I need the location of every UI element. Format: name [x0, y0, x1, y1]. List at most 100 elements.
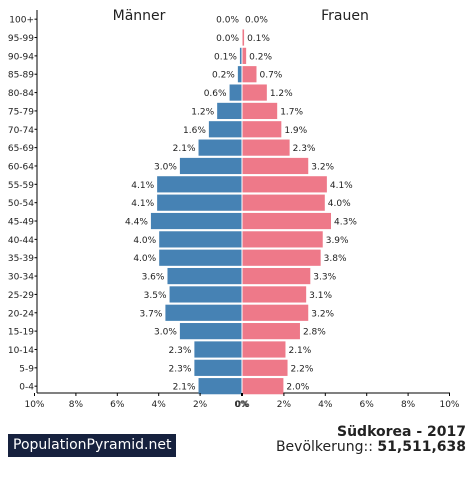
value-frauen-30-34: 3.3% [313, 273, 336, 283]
bar-maenner-65-69 [198, 139, 242, 156]
age-label-50-54: 50-54 [8, 199, 34, 209]
x-tick-label-right-2%: 2% [277, 400, 292, 410]
bar-maenner-70-74 [208, 121, 242, 138]
age-label-55-59: 55-59 [8, 181, 34, 191]
bar-maenner-30-34 [167, 267, 242, 285]
bar-frauen-90-94 [242, 47, 247, 64]
population-line: Bevölkerung:: 51,511,638 [276, 439, 466, 455]
bar-frauen-70-74 [242, 121, 282, 138]
value-maenner-0-4: 2.1% [173, 383, 196, 393]
value-frauen-40-44: 3.9% [326, 236, 349, 246]
bar-maenner-40-44 [159, 231, 242, 248]
x-tick-label-left-0%: 0% [234, 400, 249, 410]
value-maenner-80-84: 0.6% [204, 89, 227, 99]
bar-maenner-10-14 [194, 341, 242, 358]
age-label-60-64: 60-64 [8, 162, 34, 172]
bar-frauen-30-34 [242, 267, 311, 285]
bar-frauen-55-59 [242, 176, 327, 193]
age-label-70-74: 70-74 [8, 126, 34, 136]
bar-maenner-75-79 [217, 102, 242, 120]
value-frauen-85-89: 0.7% [259, 71, 282, 81]
value-maenner-60-64: 3.0% [154, 162, 177, 172]
bar-frauen-45-49 [242, 212, 332, 230]
bar-frauen-50-54 [242, 194, 325, 211]
bar-frauen-95-99 [242, 29, 245, 46]
value-maenner-35-39: 4.0% [133, 254, 156, 264]
value-maenner-25-29: 3.5% [144, 291, 167, 301]
bar-frauen-20-24 [242, 304, 309, 321]
value-frauen-0-4: 2.0% [286, 383, 309, 393]
x-tick-label-right-10%: 10% [439, 400, 459, 410]
value-frauen-65-69: 2.3% [293, 144, 316, 154]
bar-frauen-25-29 [242, 286, 307, 303]
x-tick-label-left-4%: 4% [152, 400, 167, 410]
x-tick-label-right-6%: 6% [360, 400, 375, 410]
bar-frauen-10-14 [242, 341, 286, 358]
value-frauen-35-39: 3.8% [324, 254, 347, 264]
value-maenner-85-89: 0.2% [212, 71, 235, 81]
value-frauen-45-49: 4.3% [334, 218, 357, 228]
bar-maenner-20-24 [165, 304, 242, 321]
age-label-25-29: 25-29 [8, 291, 34, 301]
value-maenner-70-74: 1.6% [183, 126, 206, 136]
bar-maenner-25-29 [169, 286, 242, 303]
bar-frauen-60-64 [242, 157, 309, 175]
value-frauen-25-29: 3.1% [309, 291, 332, 301]
bar-maenner-55-59 [157, 176, 242, 193]
age-label-40-44: 40-44 [8, 236, 34, 246]
bar-frauen-85-89 [242, 66, 257, 83]
value-frauen-70-74: 1.9% [284, 126, 307, 136]
value-maenner-90-94: 0.1% [214, 52, 237, 62]
series-label-frauen: Frauen [321, 8, 369, 24]
bar-frauen-65-69 [242, 139, 290, 156]
bar-maenner-5-9 [194, 359, 242, 376]
value-frauen-10-14: 2.1% [288, 346, 311, 356]
age-label-80-84: 80-84 [8, 89, 34, 99]
x-tick-label-left-6%: 6% [110, 400, 125, 410]
age-label-90-94: 90-94 [8, 52, 34, 62]
value-frauen-5-9: 2.2% [291, 364, 314, 374]
value-maenner-100+: 0.0% [216, 16, 239, 26]
age-label-0-4: 0-4 [19, 383, 34, 393]
value-frauen-95-99: 0.1% [247, 34, 270, 44]
x-tick-label-left-8%: 8% [69, 400, 84, 410]
value-maenner-45-49: 4.4% [125, 218, 148, 228]
value-maenner-55-59: 4.1% [131, 181, 154, 191]
bar-maenner-0-4 [198, 378, 242, 395]
bar-frauen-80-84 [242, 84, 267, 101]
bar-frauen-15-19 [242, 323, 300, 340]
age-label-100+: 100+ [9, 16, 34, 26]
x-tick-label-right-0%: 0% [235, 400, 250, 410]
population-label: Bevölkerung:: [275, 439, 373, 455]
age-label-85-89: 85-89 [8, 71, 34, 81]
bar-maenner-45-49 [150, 212, 242, 230]
value-maenner-50-54: 4.1% [131, 199, 154, 209]
bar-frauen-5-9 [242, 359, 288, 376]
age-label-35-39: 35-39 [8, 254, 34, 264]
value-maenner-65-69: 2.1% [173, 144, 196, 154]
age-label-75-79: 75-79 [8, 107, 34, 117]
brand-label[interactable]: PopulationPyramid.net [8, 434, 177, 457]
value-frauen-55-59: 4.1% [330, 181, 353, 191]
age-label-30-34: 30-34 [8, 273, 34, 283]
x-tick-label-left-10%: 10% [24, 400, 44, 410]
value-maenner-5-9: 2.3% [169, 364, 192, 374]
x-tick-label-right-8%: 8% [401, 400, 416, 410]
bar-maenner-60-64 [179, 157, 242, 175]
age-label-65-69: 65-69 [8, 144, 34, 154]
value-frauen-15-19: 2.8% [303, 328, 326, 338]
bar-maenner-50-54 [157, 194, 242, 211]
bar-maenner-15-19 [179, 323, 242, 340]
value-frauen-75-79: 1.7% [280, 107, 303, 117]
age-label-45-49: 45-49 [8, 218, 34, 228]
age-label-10-14: 10-14 [8, 346, 34, 356]
bar-maenner-35-39 [159, 249, 242, 266]
value-maenner-30-34: 3.6% [142, 273, 165, 283]
x-tick-label-left-2%: 2% [193, 400, 208, 410]
value-frauen-20-24: 3.2% [311, 309, 334, 319]
value-maenner-20-24: 3.7% [140, 309, 163, 319]
value-maenner-10-14: 2.3% [169, 346, 192, 356]
population-value: 51,511,638 [377, 439, 466, 455]
